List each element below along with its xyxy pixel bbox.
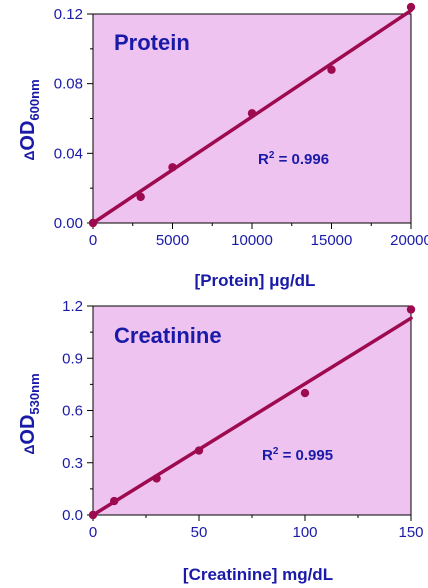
- x-tick-label: 15000: [311, 232, 353, 249]
- y-tick-label: 0.3: [62, 455, 83, 472]
- data-point: [88, 218, 98, 228]
- data-point: [110, 496, 119, 506]
- y-tick-label: 0.12: [54, 6, 83, 23]
- x-axis-label: [Protein] μg/dL: [195, 271, 316, 290]
- r-squared-annotation: R2 = 0.996: [258, 150, 329, 168]
- y-tick-label: 1.2: [62, 298, 83, 315]
- data-point: [152, 474, 161, 483]
- data-point: [247, 109, 257, 118]
- x-tick-label: 50: [191, 524, 208, 541]
- x-tick-label: 0: [89, 232, 97, 249]
- y-tick-label: 0.08: [54, 76, 83, 93]
- data-point: [406, 305, 416, 314]
- y-tick-label: 0.9: [62, 350, 83, 367]
- axes: 0 5000 10000 15000 20000 0.00 0.04 0.08 0.12: [54, 6, 428, 249]
- chart-title: Creatinine: [114, 323, 222, 348]
- axes: 0 50 100 150 0.0 0.3 0.6 0.9 1.2: [62, 298, 423, 541]
- x-tick-label: 100: [292, 524, 317, 541]
- data-point: [168, 163, 177, 172]
- y-tick-label: 0.00: [54, 215, 83, 232]
- y-axis-label: ΔOD600nm: [17, 79, 42, 160]
- fit-line: [91, 316, 413, 517]
- y-tick-label: 0.0: [62, 507, 83, 524]
- data-points: [88, 2, 416, 228]
- data-point: [406, 2, 416, 12]
- y-tick-label: 0.04: [54, 145, 83, 162]
- data-point: [88, 510, 98, 520]
- x-tick-label: 0: [89, 524, 97, 541]
- x-axis-label: [Creatinine] mg/dL: [183, 565, 333, 584]
- x-tick-label: 150: [398, 524, 423, 541]
- x-tick-label: 5000: [156, 232, 189, 249]
- protein-chart: 0 5000 10000 15000 20000 0.00 0.04 0.08 0.12 Pro…: [17, 2, 428, 290]
- chart-title: Protein: [114, 30, 190, 55]
- data-point: [136, 192, 145, 202]
- data-point: [300, 388, 310, 398]
- data-points: [88, 305, 416, 520]
- creatinine-chart: 0 50 100 150 0.0 0.3 0.6 0.9 1.2 Creatinine R2 =…: [17, 298, 424, 584]
- fit-line-group: [91, 316, 413, 517]
- r-squared-annotation: R2 = 0.995: [262, 446, 333, 464]
- x-tick-label: 10000: [231, 232, 273, 249]
- y-axis-label: ΔOD530nm: [17, 373, 42, 454]
- y-tick-label: 0.6: [62, 403, 83, 420]
- x-tick-label: 20000: [390, 232, 428, 249]
- data-point: [327, 65, 336, 74]
- data-point: [194, 446, 204, 455]
